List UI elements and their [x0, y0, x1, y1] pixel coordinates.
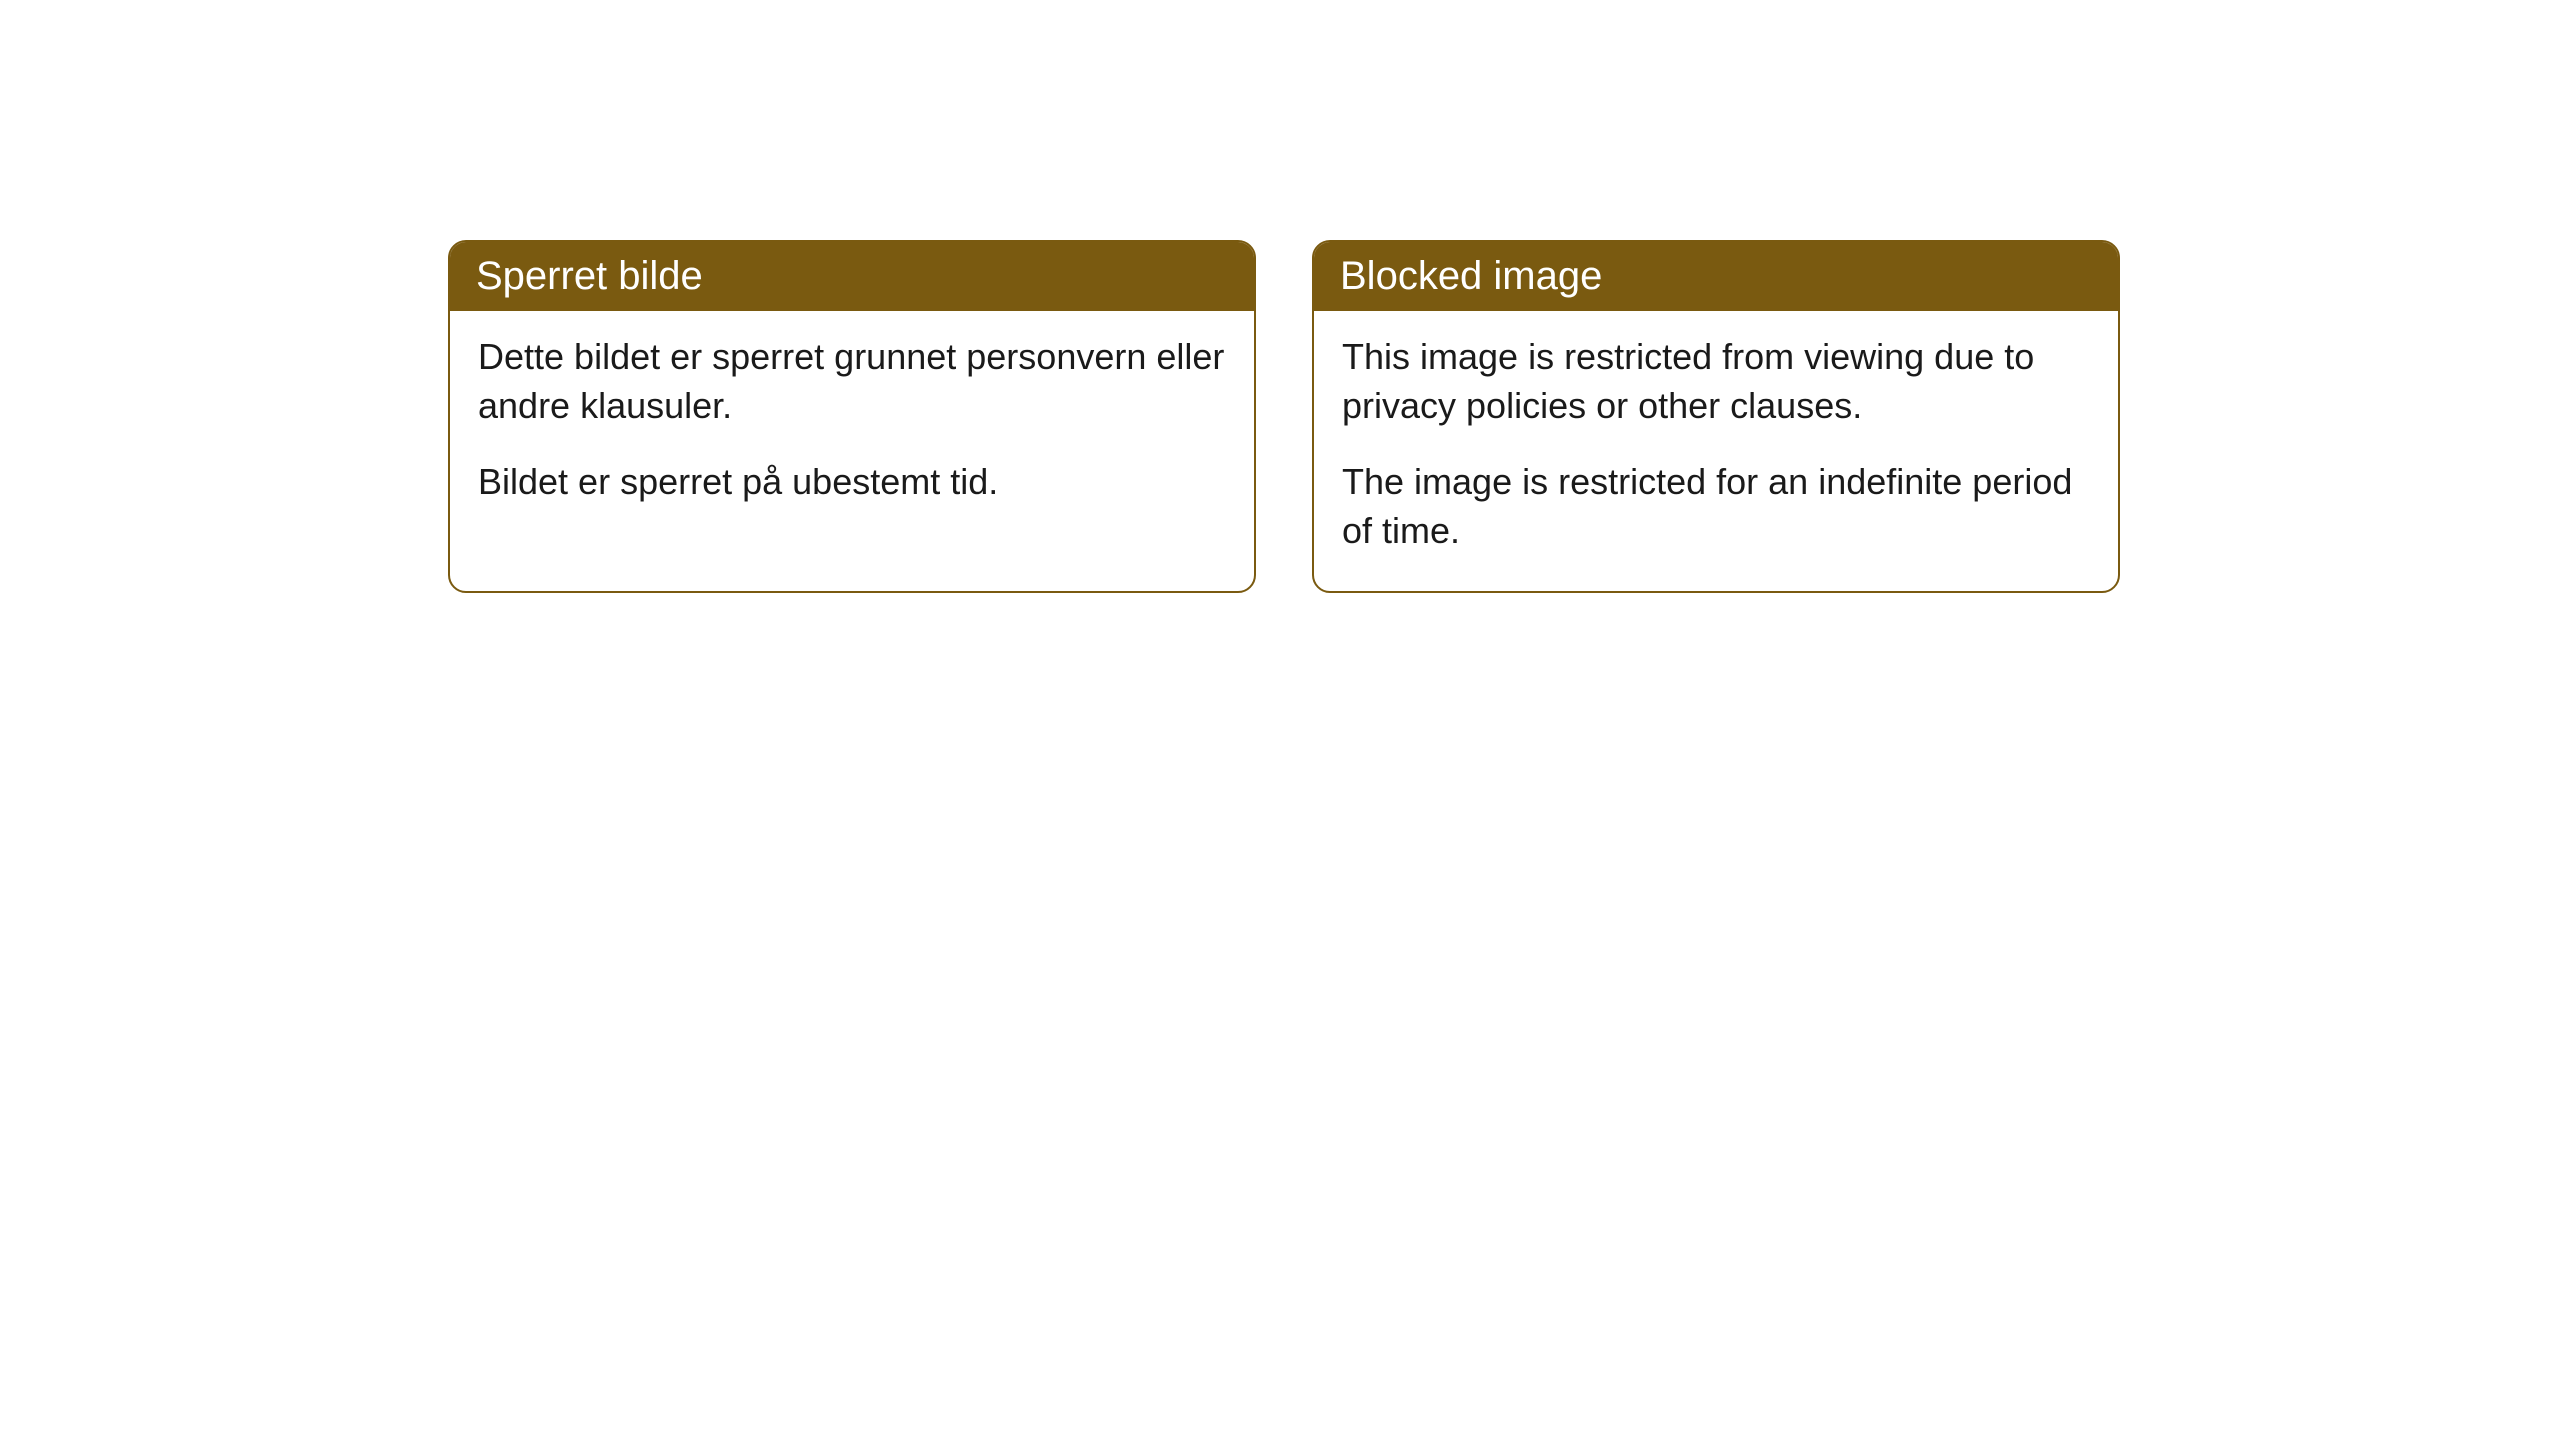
card-paragraph-1: This image is restricted from viewing du…: [1342, 333, 2090, 430]
blocked-image-card-norwegian: Sperret bilde Dette bildet er sperret gr…: [448, 240, 1256, 593]
card-title: Blocked image: [1340, 254, 1602, 298]
card-paragraph-1: Dette bildet er sperret grunnet personve…: [478, 333, 1226, 430]
card-paragraph-2: The image is restricted for an indefinit…: [1342, 458, 2090, 555]
card-paragraph-2: Bildet er sperret på ubestemt tid.: [478, 458, 1226, 507]
card-body: Dette bildet er sperret grunnet personve…: [450, 311, 1254, 543]
card-body: This image is restricted from viewing du…: [1314, 311, 2118, 591]
notice-cards-container: Sperret bilde Dette bildet er sperret gr…: [448, 240, 2120, 593]
card-header: Sperret bilde: [450, 242, 1254, 311]
card-title: Sperret bilde: [476, 254, 703, 298]
blocked-image-card-english: Blocked image This image is restricted f…: [1312, 240, 2120, 593]
card-header: Blocked image: [1314, 242, 2118, 311]
